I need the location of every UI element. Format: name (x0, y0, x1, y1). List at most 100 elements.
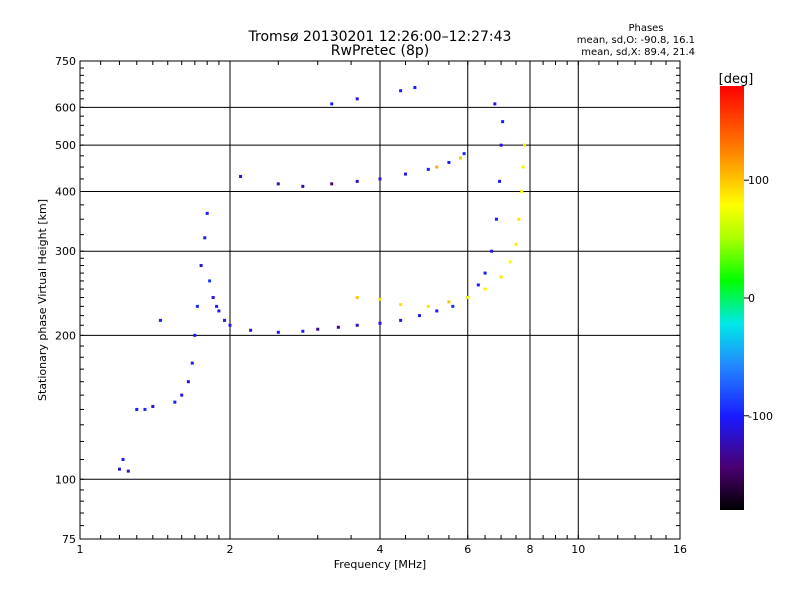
o-mode-point (180, 393, 184, 397)
o-mode-point (276, 182, 280, 186)
y-tick-label: 300 (55, 245, 76, 258)
o-mode-point (143, 407, 147, 411)
x-mode-point (517, 217, 521, 221)
colorbar (720, 86, 744, 510)
x-tick-label: 16 (673, 543, 687, 556)
o-mode-point (403, 172, 407, 176)
o-mode-point (399, 318, 403, 322)
o-mode-point (186, 380, 190, 384)
o-mode-point (399, 89, 403, 93)
x-mode-point (458, 156, 462, 160)
x-mode-point (435, 165, 439, 169)
o-mode-point (493, 102, 497, 106)
x-mode-point (399, 303, 403, 307)
o-mode-point (451, 304, 455, 308)
y-tick-label: 200 (55, 329, 76, 342)
o-mode-point (462, 152, 466, 156)
o-mode-point (426, 167, 430, 171)
x-mode-point (514, 242, 518, 246)
x-mode-point (483, 287, 487, 291)
y-tick-label: 75 (62, 533, 76, 546)
o-mode-point (199, 264, 203, 268)
colorbar-tick-label: -100 (748, 410, 773, 423)
o-mode-point (228, 323, 232, 327)
colorbar-tick-label: 100 (748, 174, 769, 187)
phases-x-stats: mean, sd,X: 89.4, 21.4 (581, 47, 695, 58)
x-mode-point (378, 297, 382, 301)
y-tick-label: 500 (55, 139, 76, 152)
o-mode-point (117, 467, 121, 471)
colorbar-tick-label: 0 (748, 292, 755, 305)
o-mode-point (355, 179, 359, 183)
y-axis-label: Stationary phase Virtual Height [km] (36, 199, 49, 401)
chart-title: Tromsø 20130201 12:26:00–12:27:43 (248, 29, 512, 45)
o-mode-point (151, 404, 155, 408)
o-mode-point (316, 327, 320, 331)
o-mode-point (158, 318, 162, 322)
o-mode-point (476, 283, 480, 287)
x-mode-point (466, 296, 470, 300)
o-mode-point (135, 407, 139, 411)
o-mode-point (208, 279, 212, 283)
colorbar-label: [deg] (719, 72, 754, 87)
x-mode-point (521, 165, 525, 169)
o-mode-point (190, 361, 194, 365)
phases-title: Phases (628, 23, 663, 34)
o-mode-point (205, 211, 209, 215)
o-mode-point (499, 143, 503, 147)
y-tick-label: 750 (55, 55, 76, 68)
x-axis-label: Frequency [MHz] (334, 558, 426, 571)
o-mode-point (301, 329, 305, 333)
x-tick-label: 8 (527, 543, 534, 556)
o-mode-point (435, 309, 439, 313)
x-mode-point (508, 260, 512, 264)
data-points (117, 86, 527, 473)
o-mode-point (490, 249, 494, 253)
o-mode-point (483, 271, 487, 275)
o-mode-point (195, 304, 199, 308)
o-mode-point (301, 184, 305, 188)
o-mode-point (355, 323, 359, 327)
y-tick-label: 100 (55, 473, 76, 486)
x-tick-label: 6 (464, 543, 471, 556)
o-mode-point (203, 236, 207, 240)
x-tick-label: 1 (77, 543, 84, 556)
o-mode-point (276, 330, 280, 334)
y-tick-label: 600 (55, 101, 76, 114)
o-mode-point (447, 160, 451, 164)
o-mode-point (336, 325, 340, 329)
o-mode-point (378, 321, 382, 325)
o-mode-point (330, 102, 334, 106)
o-mode-point (217, 309, 221, 313)
o-mode-point (498, 179, 502, 183)
o-mode-point (501, 120, 505, 124)
chart-subtitle: RwPretec (8p) (331, 43, 429, 59)
y-tick-label: 400 (55, 185, 76, 198)
o-mode-point (173, 400, 177, 404)
o-mode-point (378, 177, 382, 181)
x-mode-point (447, 300, 451, 304)
o-mode-point (355, 97, 359, 101)
o-mode-point (215, 304, 219, 308)
x-mode-point (523, 143, 527, 147)
x-tick-label: 10 (571, 543, 585, 556)
x-mode-point (520, 189, 524, 193)
o-mode-point (121, 457, 125, 461)
o-mode-point (249, 328, 253, 332)
o-mode-point (413, 86, 417, 90)
o-mode-point (223, 318, 227, 322)
o-mode-point (330, 182, 334, 186)
phases-o-stats: mean, sd,O: -90.8, 16.1 (577, 35, 695, 46)
x-mode-point (499, 275, 503, 279)
o-mode-point (239, 174, 243, 178)
colorbar-ticks: 100 0 -100 (744, 174, 773, 423)
x-tick-label: 2 (227, 543, 234, 556)
o-mode-point (211, 296, 215, 300)
plot-area: 1 2 4 6 8 10 16 75 100 200 300 400 500 600 750 (55, 55, 687, 556)
x-tick-label: 4 (377, 543, 384, 556)
axis-ticks: 1 2 4 6 8 10 16 75 100 200 300 400 500 600 750 (55, 55, 687, 556)
o-mode-point (494, 217, 498, 221)
o-mode-point (193, 333, 197, 337)
o-mode-point (417, 314, 421, 318)
